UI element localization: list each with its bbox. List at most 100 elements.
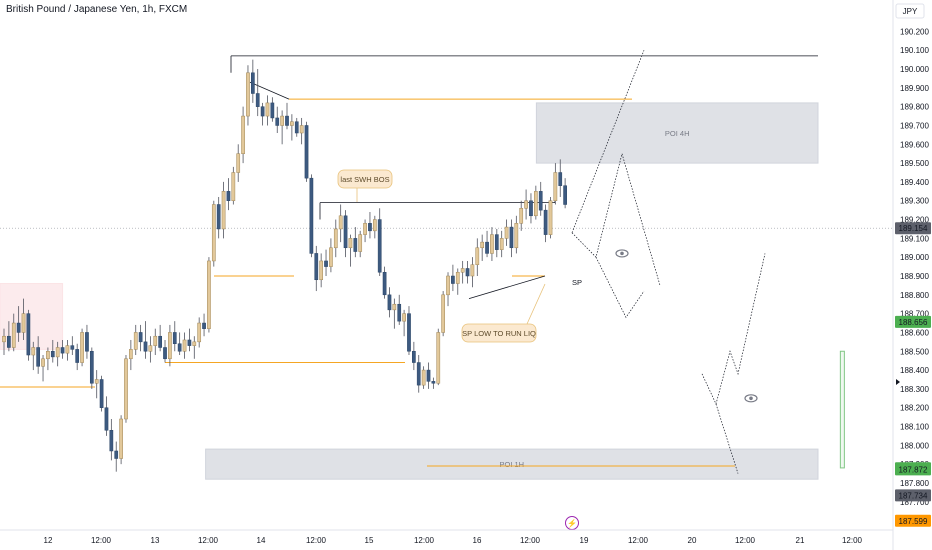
candle-body[interactable] [89, 351, 94, 384]
candle-body[interactable] [265, 102, 270, 117]
candle-body[interactable] [109, 430, 114, 452]
candle-body[interactable] [353, 238, 358, 252]
candle-body[interactable] [21, 313, 26, 333]
candle-body[interactable] [133, 332, 138, 350]
candle-body[interactable] [363, 223, 367, 235]
price-axis[interactable]: 190.200 190.100 190.000 189.900 189.800 189.7… [892, 0, 932, 550]
candle-body[interactable] [129, 349, 133, 360]
candle-body[interactable] [514, 223, 519, 249]
candle-body[interactable] [104, 407, 109, 431]
candle-body[interactable] [548, 200, 553, 235]
candle-body[interactable] [285, 115, 289, 126]
candle-body[interactable] [36, 347, 41, 367]
candle-body[interactable] [309, 177, 314, 254]
candle-body[interactable] [358, 234, 363, 252]
candle-body[interactable] [519, 208, 524, 224]
candle-body[interactable] [187, 339, 192, 346]
zone-box[interactable] [535, 102, 819, 164]
candle-body[interactable] [470, 264, 475, 277]
trend-line[interactable] [468, 275, 546, 299]
price-badge[interactable] [895, 222, 931, 235]
candle-body[interactable] [172, 332, 177, 344]
candle-body[interactable] [65, 345, 70, 354]
candle-body[interactable] [485, 241, 489, 254]
candle-body[interactable] [504, 226, 509, 239]
candle-body[interactable] [80, 332, 84, 363]
candle-body[interactable] [348, 238, 353, 249]
candle-body[interactable] [509, 226, 514, 249]
candle-body[interactable] [314, 253, 319, 281]
candle-body[interactable] [192, 341, 197, 346]
price-badge[interactable] [895, 514, 931, 527]
candle-body[interactable] [226, 191, 231, 201]
eye-icon[interactable] [744, 394, 758, 403]
candle-body[interactable] [70, 345, 75, 350]
projection-path[interactable] [571, 152, 661, 286]
candle-body[interactable] [250, 72, 255, 94]
candle-body[interactable] [158, 335, 162, 348]
candle-body[interactable] [138, 332, 143, 343]
candle-body[interactable] [236, 153, 241, 173]
candle-body[interactable] [480, 241, 485, 249]
candle-body[interactable] [202, 322, 206, 329]
candle-body[interactable] [26, 313, 31, 356]
candle-body[interactable] [455, 271, 460, 284]
projection-path[interactable] [595, 257, 645, 319]
candle-body[interactable] [270, 102, 275, 119]
candle-body[interactable] [451, 275, 455, 284]
candle-body[interactable] [460, 268, 465, 273]
candle-body[interactable] [124, 358, 128, 420]
projection-path[interactable] [701, 253, 766, 405]
projection-path[interactable] [715, 403, 739, 474]
candle-body[interactable] [216, 204, 221, 230]
candle-body[interactable] [407, 313, 411, 352]
candle-body[interactable] [50, 351, 55, 358]
candle-body[interactable] [2, 335, 6, 343]
candle-body[interactable] [465, 268, 470, 277]
candle-body[interactable] [475, 247, 480, 265]
candle-body[interactable] [333, 228, 338, 249]
candle-body[interactable] [446, 275, 450, 296]
candle-body[interactable] [119, 418, 123, 459]
zone-box[interactable] [839, 350, 845, 469]
candle-body[interactable] [294, 121, 299, 134]
candle-body[interactable] [324, 260, 328, 267]
candle-body[interactable] [524, 200, 528, 209]
candle-body[interactable] [529, 200, 533, 217]
candle-body[interactable] [319, 260, 324, 281]
candle-body[interactable] [163, 347, 167, 360]
candle-body[interactable] [197, 322, 202, 343]
candle-body[interactable] [211, 204, 216, 262]
candle-body[interactable] [412, 351, 416, 363]
candle-body[interactable] [431, 381, 436, 384]
price-badge[interactable] [895, 489, 931, 502]
candle-body[interactable] [55, 347, 60, 358]
candle-body[interactable] [290, 121, 294, 126]
candle-body[interactable] [241, 115, 245, 154]
candle-body[interactable] [280, 115, 284, 126]
candle-body[interactable] [343, 215, 348, 249]
candle-body[interactable] [168, 332, 172, 360]
candle-body[interactable] [182, 339, 187, 352]
candle-body[interactable] [177, 343, 182, 352]
candle-body[interactable] [377, 219, 382, 273]
price-badge[interactable] [895, 463, 931, 476]
candle-body[interactable] [94, 379, 99, 384]
candle-body[interactable] [207, 260, 211, 329]
candle-body[interactable] [329, 247, 333, 267]
candle-body[interactable] [402, 313, 406, 322]
candle-body[interactable] [99, 379, 104, 408]
candle-body[interactable] [75, 349, 80, 363]
candle-body[interactable] [7, 335, 11, 348]
candle-body[interactable] [46, 351, 50, 360]
time-axis[interactable]: 12 12:00 13 12:00 14 12:00 15 12:00 16 12:00 19 12:… [0, 529, 893, 545]
candle-body[interactable] [387, 294, 392, 311]
callout-box[interactable] [337, 169, 393, 189]
candle-body[interactable] [299, 125, 304, 134]
candle-body[interactable] [490, 234, 494, 254]
candle-body[interactable] [246, 72, 250, 117]
price-badge[interactable] [895, 315, 931, 328]
candle-body[interactable] [538, 191, 543, 211]
candle-body[interactable] [436, 332, 441, 384]
